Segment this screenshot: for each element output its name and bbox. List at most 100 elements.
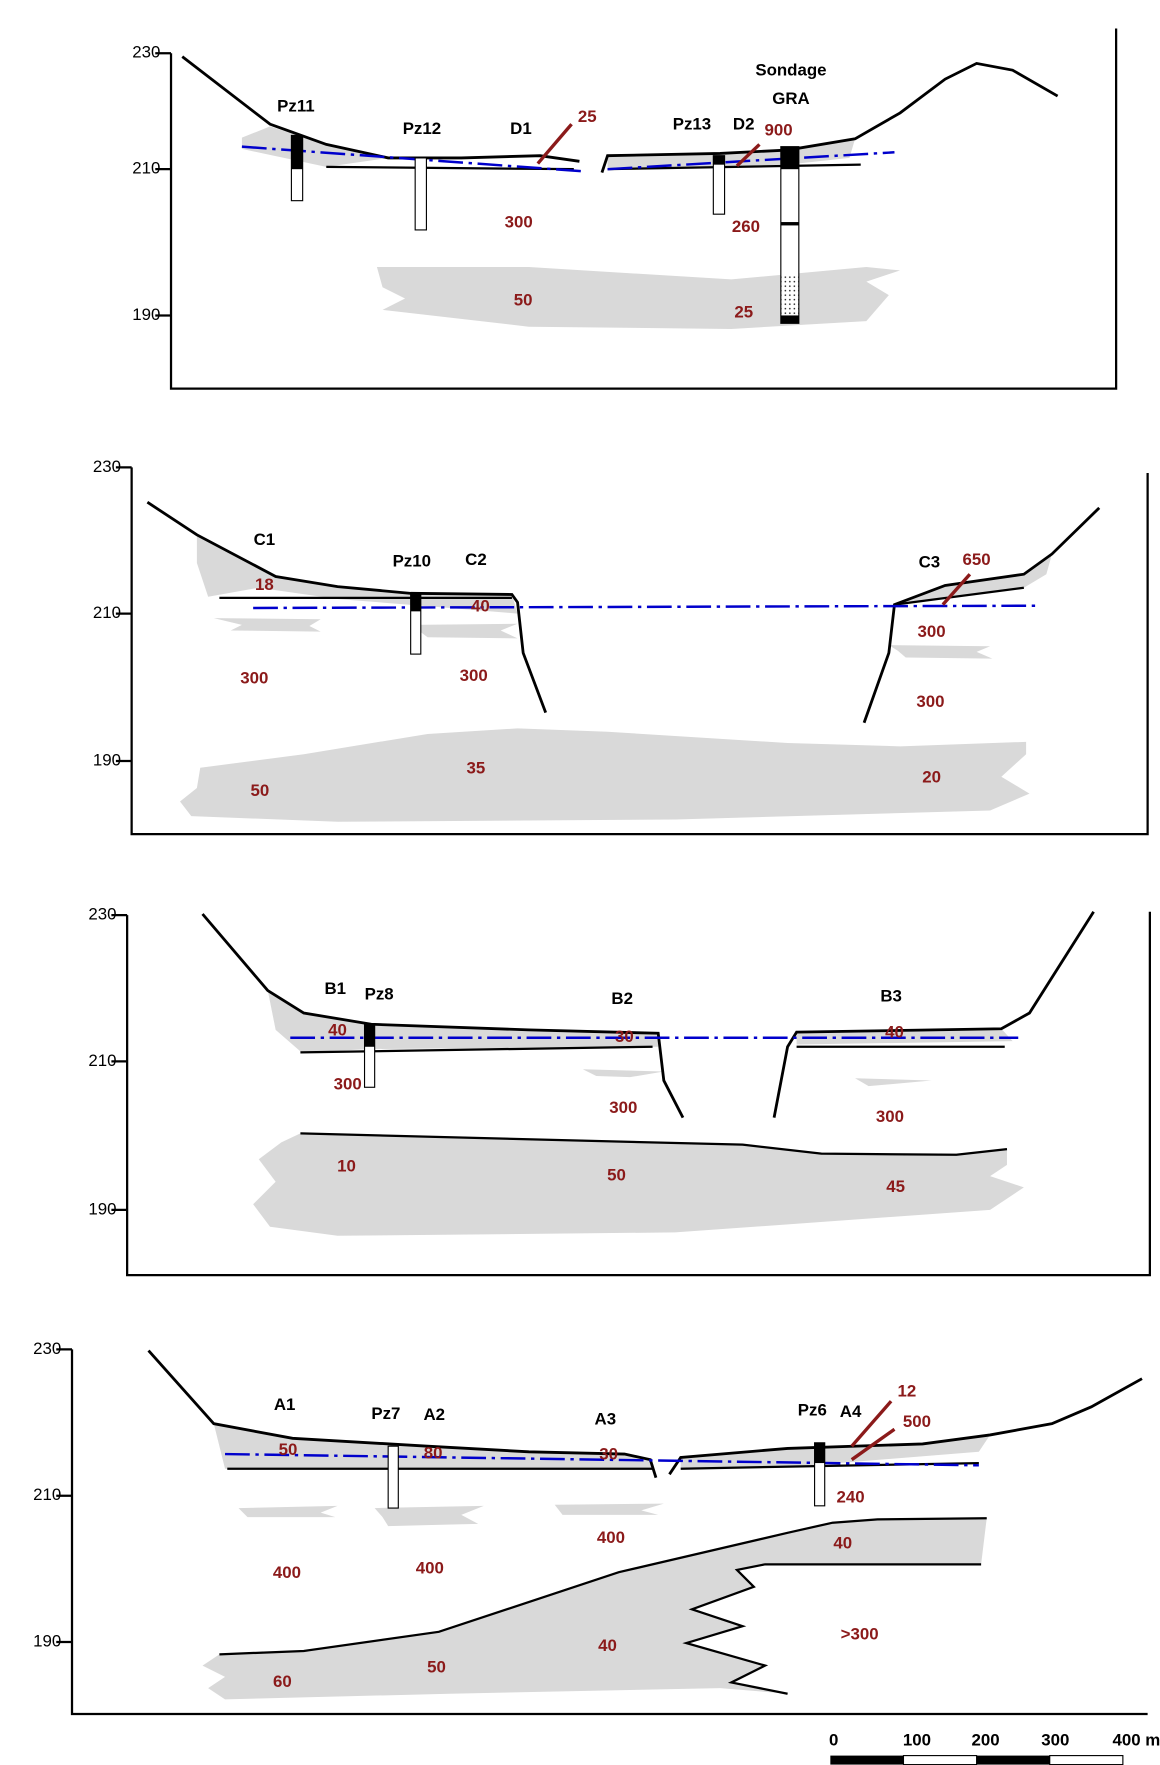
scale-label: 0 xyxy=(829,1730,838,1749)
resistivity-label: 30 xyxy=(599,1445,618,1464)
surface xyxy=(201,913,685,1119)
scale-segment xyxy=(830,1755,904,1765)
resistivity-label: 400 xyxy=(273,1563,301,1582)
profile-line xyxy=(941,573,972,606)
resistivity-label: 400 xyxy=(416,1558,444,1577)
boundary xyxy=(300,1132,1008,1156)
borehole-mark xyxy=(780,222,799,226)
borehole-sand xyxy=(780,276,799,316)
lens xyxy=(888,645,993,659)
well-top xyxy=(364,1024,375,1047)
layer xyxy=(241,126,389,167)
scale-label: 200 xyxy=(972,1730,1000,1749)
surface xyxy=(862,506,1101,724)
well-label: Pz7 xyxy=(371,1404,400,1423)
resistivity-label: 50 xyxy=(514,290,533,309)
layer xyxy=(680,1434,991,1469)
resistivity-label: 35 xyxy=(467,758,486,777)
layer xyxy=(202,1518,987,1700)
well-label: Pz13 xyxy=(673,115,711,134)
lens xyxy=(238,1505,338,1518)
resistivity-label: 500 xyxy=(903,1412,931,1431)
lens xyxy=(582,1069,664,1078)
scale-segment xyxy=(976,1755,1050,1765)
boundary xyxy=(680,1461,979,1470)
resistivity-label: 650 xyxy=(963,550,991,569)
resistivity-label: 300 xyxy=(609,1098,637,1117)
boundary xyxy=(300,1045,653,1054)
scale-bar xyxy=(830,1755,1124,1765)
well-top xyxy=(713,155,725,165)
resistivity-label: 300 xyxy=(916,692,944,711)
lens xyxy=(213,618,321,632)
y-tick-label: 190 xyxy=(33,1631,61,1650)
resistivity-label: 60 xyxy=(273,1672,292,1691)
well-label: D2 xyxy=(733,115,755,134)
resistivity-label: 300 xyxy=(240,668,268,687)
well-label: B3 xyxy=(880,987,902,1006)
scale-label: 300 xyxy=(1041,1730,1069,1749)
frame xyxy=(70,1349,1148,1716)
scale-label: 100 xyxy=(903,1730,931,1749)
resistivity-label: 30 xyxy=(615,1027,634,1046)
resistivity-label: 45 xyxy=(886,1177,905,1196)
well-top xyxy=(814,1442,825,1464)
surface xyxy=(147,1349,658,1479)
y-tick-label: 190 xyxy=(88,1199,116,1218)
resistivity-label: 240 xyxy=(837,1487,865,1506)
well-label: Sondage xyxy=(755,61,826,80)
resistivity-label: 25 xyxy=(734,303,753,322)
frame xyxy=(130,467,1149,836)
lens xyxy=(554,1503,664,1515)
water-table xyxy=(225,1452,979,1467)
resistivity-label: 10 xyxy=(337,1157,356,1176)
y-tick-label: 230 xyxy=(93,457,121,476)
layer xyxy=(376,267,901,329)
scale-segment xyxy=(902,1755,978,1765)
boundary xyxy=(219,1517,987,1656)
y-tick-label: 230 xyxy=(132,43,160,62)
resistivity-label: 20 xyxy=(922,767,941,786)
well-top xyxy=(291,135,303,170)
surface xyxy=(600,61,1059,173)
layer xyxy=(894,553,1052,605)
well-label: A2 xyxy=(424,1405,446,1424)
well-label: C1 xyxy=(254,530,276,549)
well-label: Pz10 xyxy=(393,551,431,570)
profile-line xyxy=(536,123,573,165)
resistivity-label: 18 xyxy=(255,575,274,594)
resistivity-label: 50 xyxy=(607,1166,626,1185)
well-label: Pz8 xyxy=(365,984,394,1003)
resistivity-label: 40 xyxy=(598,1636,617,1655)
surface xyxy=(772,911,1095,1118)
resistivity-label: 50 xyxy=(427,1657,446,1676)
layer xyxy=(253,1133,1024,1236)
resistivity-label: 40 xyxy=(471,596,490,615)
resistivity-label: 50 xyxy=(279,1440,298,1459)
boundary xyxy=(894,586,1025,606)
well-label: B2 xyxy=(611,989,633,1008)
well-label: C2 xyxy=(465,550,487,569)
lens xyxy=(855,1078,932,1087)
resistivity-label: 12 xyxy=(897,1382,916,1401)
y-tick-label: 230 xyxy=(33,1339,61,1358)
layer xyxy=(213,1423,653,1469)
section-2 xyxy=(130,467,1149,836)
scale-label: 400 m xyxy=(1112,1730,1160,1749)
well-label: GRA xyxy=(772,89,809,108)
well-label: A4 xyxy=(840,1402,862,1421)
resistivity-label: 300 xyxy=(505,213,533,232)
layer xyxy=(196,534,518,614)
section-3 xyxy=(126,911,1151,1277)
well-label: Pz6 xyxy=(798,1401,827,1420)
profile-line xyxy=(735,143,761,168)
lens xyxy=(374,1505,484,1527)
frame xyxy=(169,28,1118,390)
well-label: A3 xyxy=(595,1410,617,1429)
resistivity-label: 300 xyxy=(918,622,946,641)
y-tick-label: 190 xyxy=(132,305,160,324)
resistivity-label: 300 xyxy=(876,1107,904,1126)
profile-line xyxy=(850,1427,896,1462)
y-tick-label: 190 xyxy=(93,750,121,769)
